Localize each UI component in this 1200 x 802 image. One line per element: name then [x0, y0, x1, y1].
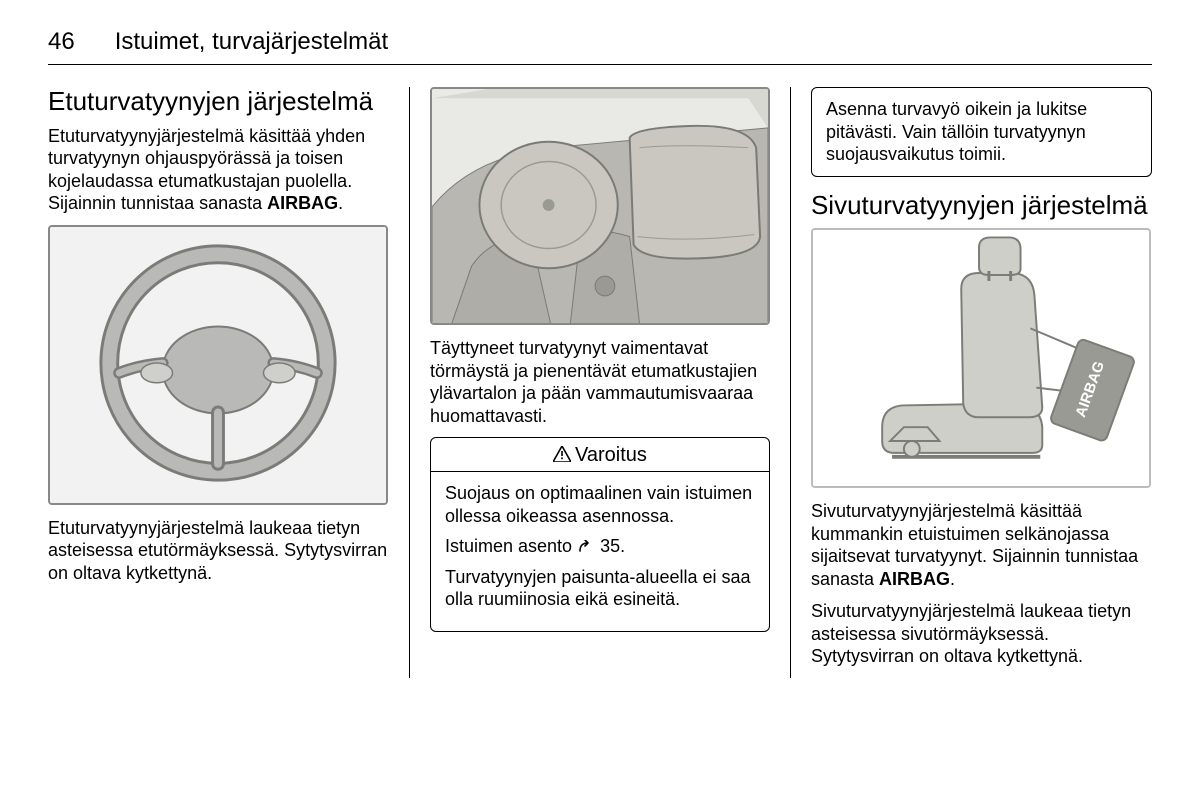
column-separator-1 — [409, 87, 410, 678]
warning-body: Suojaus on optimaalinen vain istuimen ol… — [431, 472, 769, 631]
cross-reference-icon — [579, 540, 593, 552]
airbag-label: AIRBAG — [267, 193, 338, 213]
column-separator-2 — [790, 87, 791, 678]
seatbelt-note-box: Asenna turvavyö oikein ja lukitse pitävä… — [811, 87, 1152, 177]
chapter-title: Istuimet, turvajärjestelmät — [115, 28, 388, 56]
page-header: 46 Istuimet, turvajärjestelmät — [48, 28, 1152, 56]
column-1: Etuturvatyynyjen järjestelmä Etuturvatyy… — [48, 87, 401, 678]
text: Sivuturvatyynyjärjestelmä käsittää kumma… — [811, 501, 1138, 589]
side-airbag-trigger: Sivuturvatyynyjärjestelmä laukeaa tietyn… — [811, 600, 1152, 668]
column-2: Täyttyneet turvatyynyt vaimentavat törmä… — [418, 87, 782, 678]
side-airbag-intro: Sivuturvatyynyjärjestelmä käsittää kumma… — [811, 500, 1152, 590]
column-3: Asenna turvavyö oikein ja lukitse pitävä… — [799, 87, 1152, 678]
text: Istuimen asento — [445, 536, 577, 556]
text: 35. — [595, 536, 625, 556]
front-airbag-intro: Etuturvatyynyjärjestelmä käsittää yhden … — [48, 125, 389, 215]
seat-airbag-icon: AIRBAG — [813, 228, 1149, 488]
airbag-effect-text: Täyttyneet turvatyynyt vaimentavat törmä… — [430, 337, 770, 427]
warning-triangle-icon — [553, 446, 571, 462]
steering-wheel-icon — [50, 225, 386, 505]
page-number: 46 — [48, 28, 75, 56]
header-rule — [48, 64, 1152, 65]
warning-header: Varoitus — [431, 438, 769, 472]
text: . — [950, 569, 955, 589]
warning-p2: Istuimen asento 35. — [445, 535, 755, 558]
warning-box: Varoitus Suojaus on optimaalinen vain is… — [430, 437, 770, 632]
front-airbag-trigger: Etuturvatyynyjärjestelmä laukeaa tietyn … — [48, 517, 389, 585]
warning-title: Varoitus — [575, 444, 647, 466]
seatbelt-note-text: Asenna turvavyö oikein ja lukitse pitävä… — [826, 98, 1137, 166]
text: . — [338, 193, 343, 213]
warning-p1: Suojaus on optimaalinen vain istuimen ol… — [445, 482, 755, 527]
warning-p3: Turvatyynyjen paisunta-alueella ei saa o… — [445, 566, 755, 611]
dashboard-airbags-icon — [432, 87, 768, 325]
airbag-label: AIRBAG — [879, 569, 950, 589]
figure-steering-wheel — [48, 225, 388, 505]
figure-seat-airbag: AIRBAG — [811, 228, 1151, 488]
section-heading-front-airbag: Etuturvatyynyjen järjestelmä — [48, 87, 389, 117]
content-columns: Etuturvatyynyjen järjestelmä Etuturvatyy… — [48, 87, 1152, 678]
manual-page: 46 Istuimet, turvajärjestelmät Etuturvat… — [0, 0, 1200, 706]
section-heading-side-airbag: Sivuturvatyynyjen järjestelmä — [811, 191, 1152, 221]
figure-dashboard-airbags — [430, 87, 770, 325]
